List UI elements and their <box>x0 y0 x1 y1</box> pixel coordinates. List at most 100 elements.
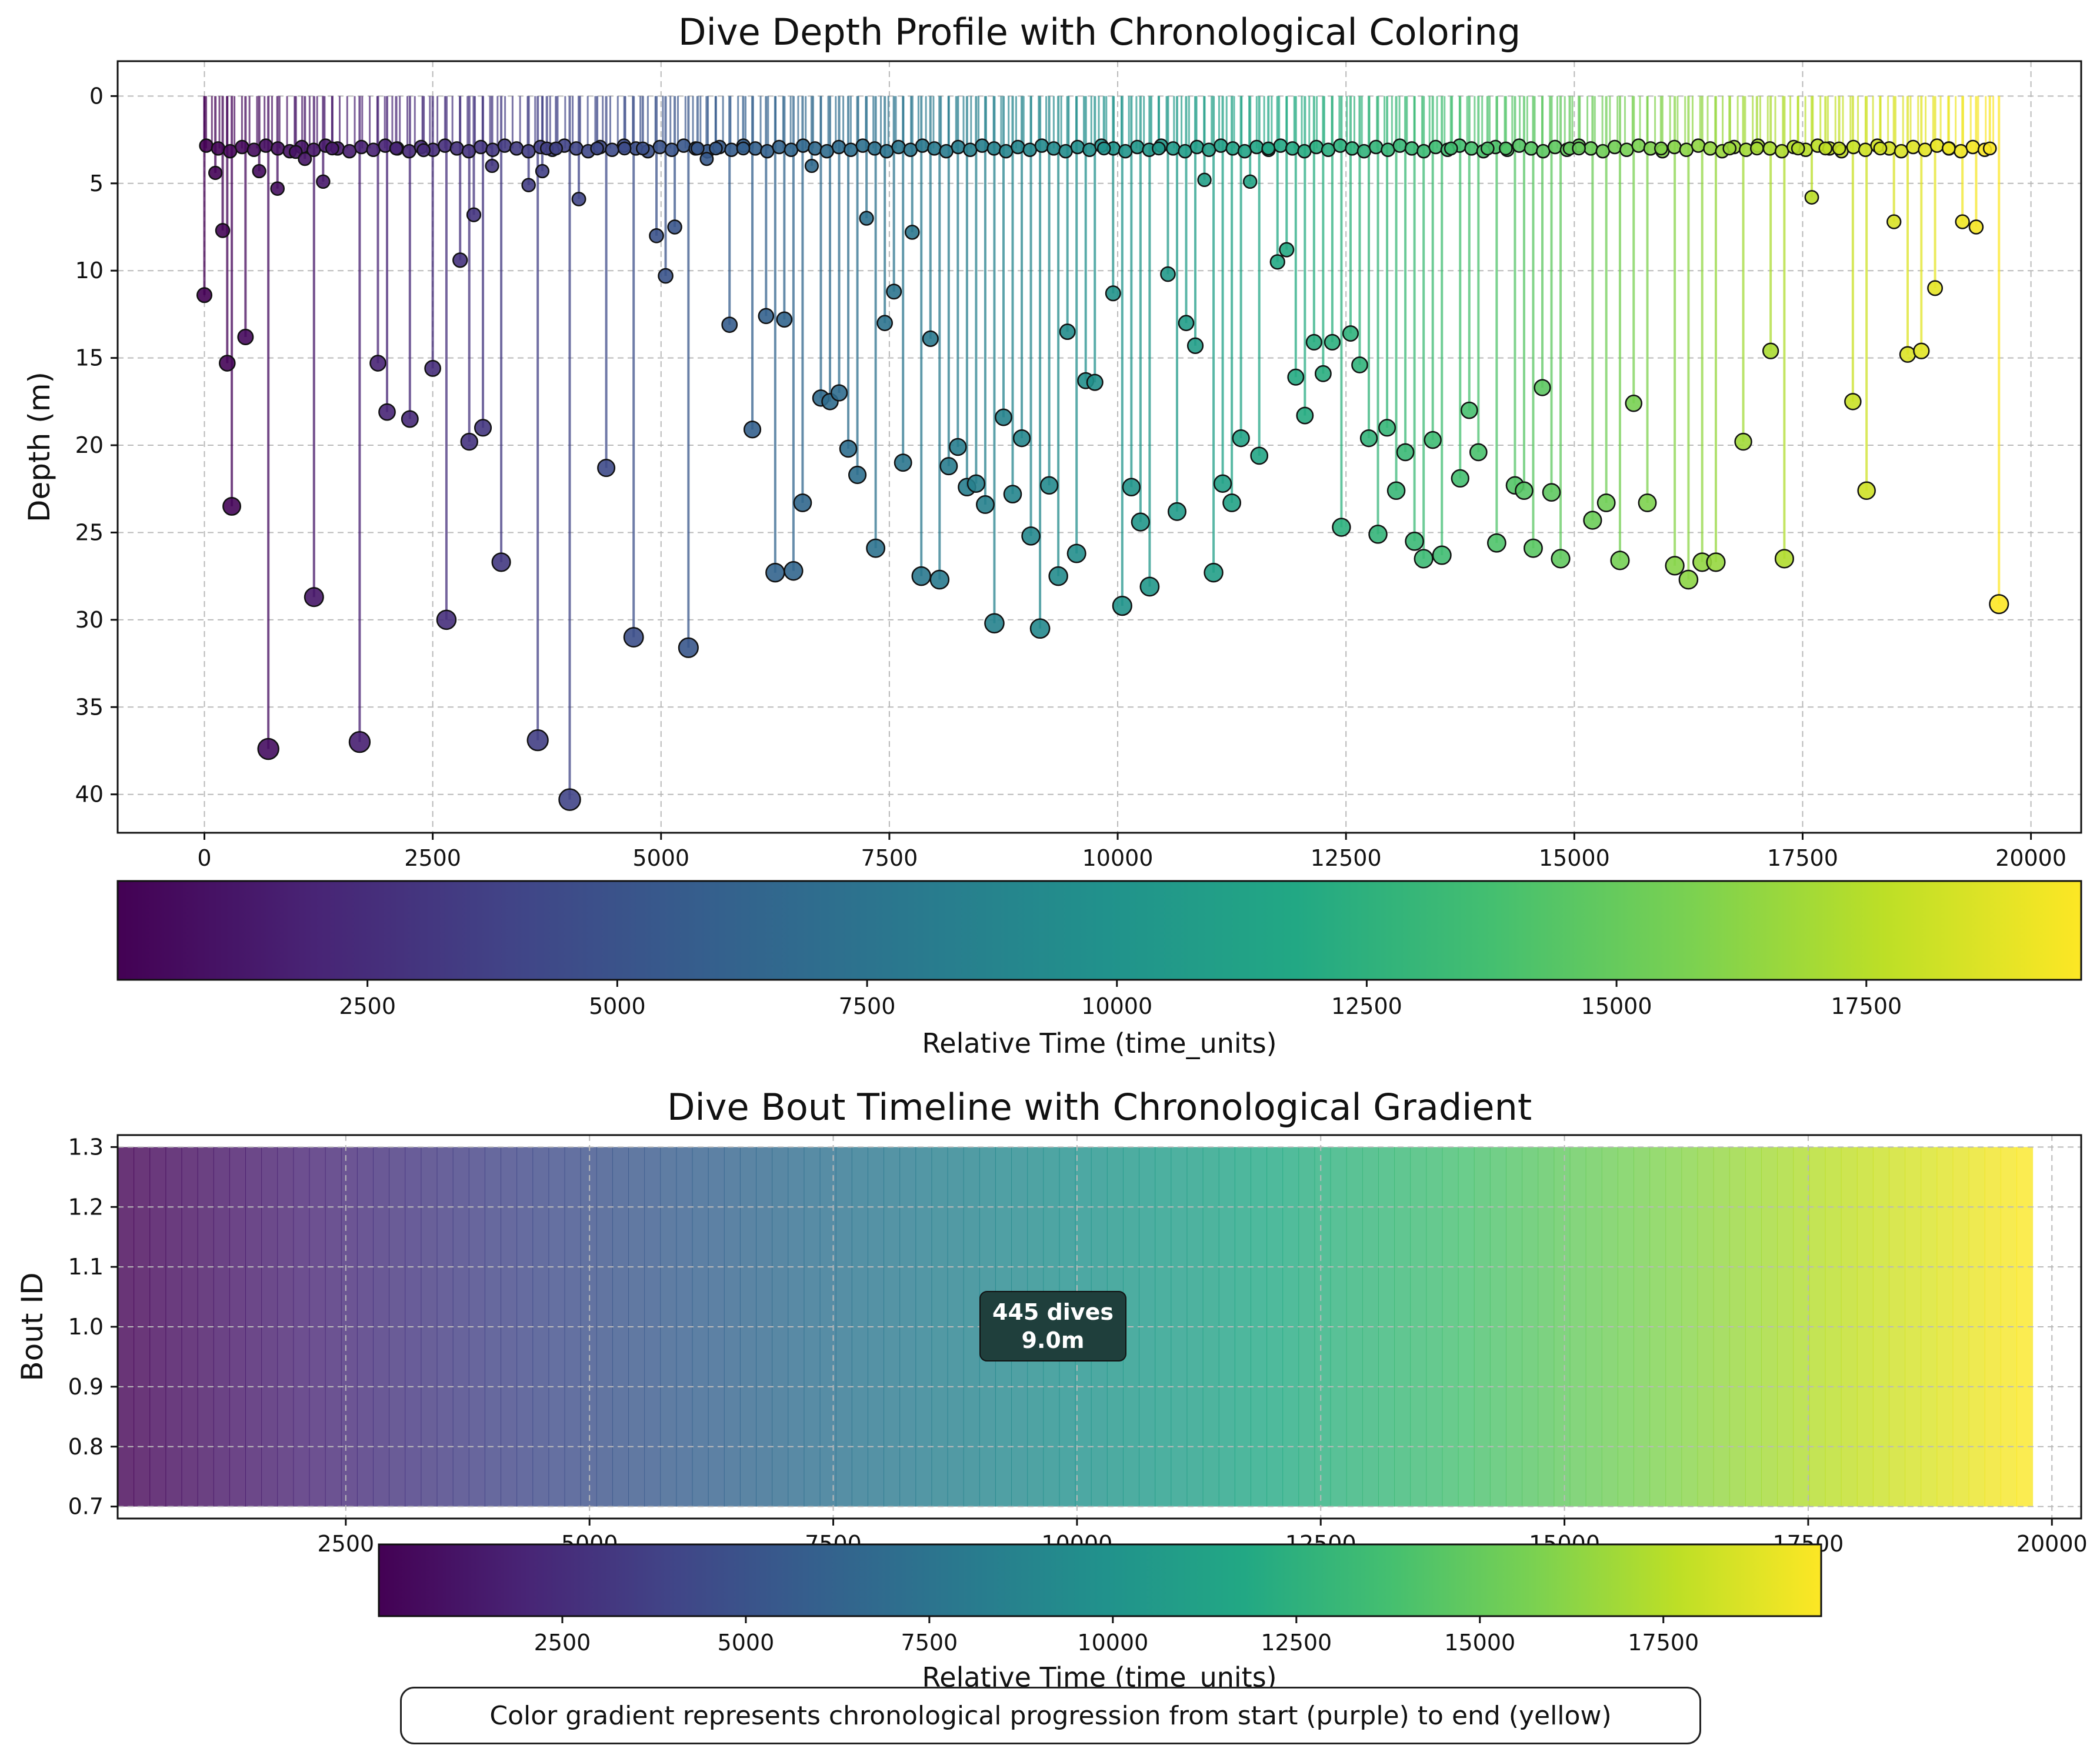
dive-point <box>1003 485 1022 503</box>
surface-point <box>474 139 488 155</box>
surface-point <box>1774 144 1789 159</box>
surface-point <box>1595 144 1611 159</box>
colorbar-1-tick-label: 17500 <box>1831 993 1902 1019</box>
dive-point <box>196 287 213 303</box>
dive-point <box>1844 393 1862 411</box>
surface-point <box>1548 139 1562 155</box>
dive-point <box>1250 446 1269 465</box>
surface-point <box>438 138 452 153</box>
dive-point <box>288 145 303 159</box>
dive-point <box>485 159 499 173</box>
surface-point <box>760 144 775 159</box>
surface-point <box>1321 142 1336 158</box>
surface-point <box>569 141 584 156</box>
y-tick-label: 25 <box>75 519 104 545</box>
dive-point <box>1515 481 1534 500</box>
dive-point <box>1324 333 1341 351</box>
surface-point <box>1178 144 1192 159</box>
dive-point <box>1665 556 1685 576</box>
dive-point <box>1059 323 1076 341</box>
surface-point <box>1404 141 1419 156</box>
surface-point <box>772 139 786 155</box>
surface-point <box>986 141 1002 156</box>
surface-point <box>1165 141 1181 156</box>
dive-point <box>793 493 812 512</box>
dive-point <box>859 211 874 226</box>
dive-point <box>1287 368 1305 386</box>
colorbar-1 <box>116 880 2082 981</box>
dive-point <box>378 403 396 421</box>
dive-point <box>416 143 431 158</box>
y-tick-label: 0.7 <box>68 1494 104 1520</box>
caption-text: Color gradient represents chronological … <box>489 1700 1612 1731</box>
surface-point <box>258 138 274 153</box>
dive-point <box>623 627 644 648</box>
dive-point <box>1791 141 1805 156</box>
colorbar-2-tick-label: 15000 <box>1444 1630 1515 1656</box>
dive-point <box>911 566 932 586</box>
dive-point <box>658 268 674 284</box>
dive-point <box>691 141 705 156</box>
colorbar-2-tick-label: 2500 <box>534 1630 591 1656</box>
surface-point <box>1846 139 1861 155</box>
surface-point <box>521 144 536 159</box>
dive-point <box>1314 365 1332 382</box>
dive-point <box>1638 493 1657 512</box>
dive-point <box>208 165 223 181</box>
bout-y-axis-label: Bout ID <box>15 1272 49 1381</box>
y-tick-label: 5 <box>89 171 104 196</box>
surface-point <box>1381 142 1395 158</box>
dive-point <box>1305 333 1322 351</box>
y-tick-label: 1.1 <box>68 1254 104 1280</box>
surface-point <box>1416 144 1431 159</box>
surface-point <box>808 141 822 156</box>
x-tick-label: 7500 <box>861 845 918 871</box>
depth-y-axis-label: Depth (m) <box>22 372 56 522</box>
dive-point <box>215 223 231 238</box>
surface-point <box>867 141 882 156</box>
dive-point <box>1086 373 1104 391</box>
dive-point <box>1242 174 1258 189</box>
dive-point <box>1534 379 1551 396</box>
surface-point <box>222 144 238 159</box>
y-tick-label: 35 <box>75 694 104 720</box>
dive-point <box>1734 432 1752 451</box>
bout-annotation-count: 445 dives <box>992 1299 1114 1325</box>
dive-point <box>1832 141 1846 156</box>
dive-point <box>1469 443 1488 462</box>
dive-point <box>1596 493 1616 512</box>
dive-point <box>765 563 785 583</box>
dive-point <box>1432 545 1452 565</box>
dive-point <box>1804 190 1819 205</box>
surface-point <box>1309 139 1324 155</box>
dive-point <box>617 141 632 156</box>
colorbar-2-tick-label: 17500 <box>1628 1630 1699 1656</box>
dive-point <box>460 432 478 451</box>
colorbar-2-tick-label: 7500 <box>901 1630 958 1656</box>
colorbar-1-tick-label: 15000 <box>1581 993 1652 1019</box>
bout-annotation: 445 dives 9.0m <box>979 1291 1126 1361</box>
dive-point <box>743 421 762 439</box>
dive-point <box>1722 141 1737 156</box>
dive-point <box>995 408 1012 426</box>
colorbar-1-ticks: 2500 5000 7500 10000 12500 15000 17500 <box>339 980 1902 1019</box>
dive-point <box>1480 141 1495 156</box>
dive-point <box>298 152 312 166</box>
dive-point <box>922 330 939 347</box>
dive-point <box>1982 141 1997 156</box>
surface-point <box>1512 138 1526 153</box>
dive-point <box>635 141 650 156</box>
dive-point <box>966 474 986 493</box>
surface-point <box>235 139 249 155</box>
dive-point <box>316 174 331 189</box>
dive-point <box>1386 481 1406 500</box>
dive-point <box>1899 346 1916 363</box>
dive-point <box>1204 563 1224 583</box>
dive-point <box>1678 569 1699 590</box>
dive-point <box>784 561 804 581</box>
surface-point <box>831 139 846 155</box>
bout-chart-y-ticks: 0.7 0.8 0.9 1.0 1.1 1.2 1.3 <box>68 1134 118 1520</box>
depth-chart-grid <box>118 61 2081 833</box>
dive-point <box>1178 315 1195 332</box>
